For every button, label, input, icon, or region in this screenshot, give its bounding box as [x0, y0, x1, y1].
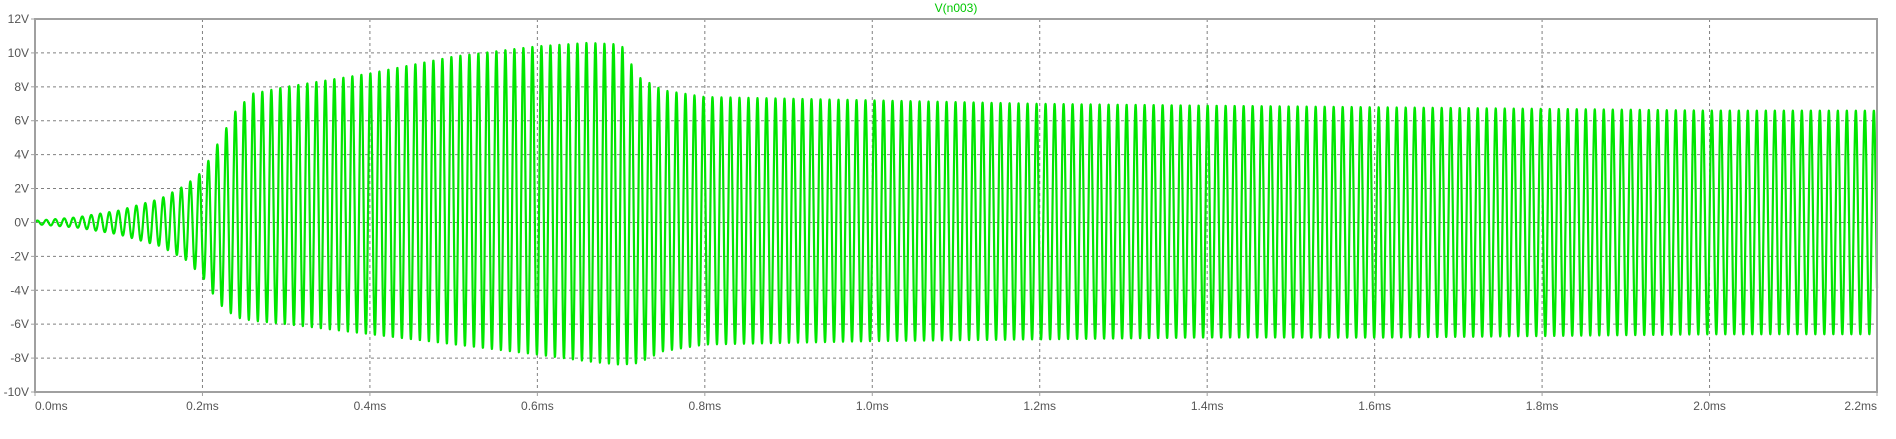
x-axis-ticks: 0.0ms 0.2ms 0.4ms 0.6ms 0.8ms 1.0ms 1.2ms 1.4ms…	[34, 392, 1878, 413]
y-tick-label: -10V	[4, 385, 29, 399]
x-tick-label: 0.8ms	[688, 399, 721, 413]
y-tick-label: 4V	[14, 148, 29, 162]
y-tick-label: -8V	[10, 351, 29, 365]
x-tick-label: 0.2ms	[186, 399, 219, 413]
x-tick-label: 0.0ms	[35, 399, 68, 413]
y-tick-label: -2V	[10, 249, 29, 263]
y-tick-label: -6V	[10, 317, 29, 331]
x-tick-label: 2.0ms	[1693, 399, 1726, 413]
x-tick-label: 1.2ms	[1023, 399, 1056, 413]
y-tick-label: 12V	[8, 12, 29, 26]
y-tick-label: 2V	[14, 182, 29, 196]
x-tick-label: 1.6ms	[1358, 399, 1391, 413]
y-tick-label: -4V	[10, 283, 29, 297]
x-tick-label: 1.4ms	[1191, 399, 1224, 413]
x-tick-label: 1.8ms	[1526, 399, 1559, 413]
x-tick-label: 2.2ms	[1844, 399, 1877, 413]
y-tick-label: 10V	[8, 46, 29, 60]
plot-frame	[34, 18, 1878, 393]
y-tick-label: 0V	[14, 215, 29, 229]
x-tick-label: 0.6ms	[521, 399, 554, 413]
x-tick-label: 0.4ms	[354, 399, 387, 413]
trace-layer	[34, 41, 1879, 366]
y-tick-label: 6V	[14, 114, 29, 128]
x-tick-label: 1.0ms	[856, 399, 889, 413]
y-tick-label: 8V	[14, 80, 29, 94]
trace-title[interactable]: V(n003)	[935, 1, 978, 15]
series-line-v-n003	[34, 41, 1879, 366]
y-axis-ticks: 12V 10V 8V 6V 4V 2V 0V -2V -4V -6V -8V -10V	[4, 12, 35, 399]
